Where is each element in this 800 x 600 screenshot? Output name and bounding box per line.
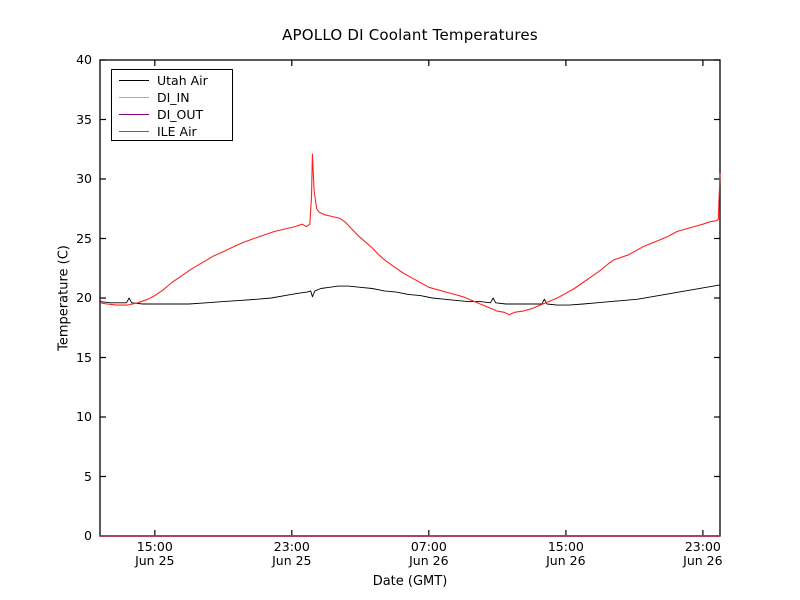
y-tick-label: 30 bbox=[76, 171, 92, 186]
x-tick-time: 23:00 bbox=[273, 539, 310, 554]
legend-entry-utah-air: Utah Air bbox=[119, 72, 232, 89]
y-tick-label: 35 bbox=[76, 111, 92, 127]
x-tick-date: Jun 26 bbox=[683, 553, 723, 568]
x-tick-label: 23:00 Jun 25 bbox=[247, 540, 337, 568]
x-tick-time: 15:00 bbox=[547, 539, 584, 554]
legend-entry-ile-air: ILE Air bbox=[119, 123, 232, 140]
y-tick-label: 5 bbox=[84, 468, 92, 484]
legend-line-utah-air bbox=[119, 79, 149, 82]
legend-label-ile-air: ILE Air bbox=[157, 124, 197, 139]
legend-entry-di-in: DI_IN bbox=[119, 89, 232, 106]
legend-entry-di-out: DI_OUT bbox=[119, 106, 232, 123]
chart-title: APOLLO DI Coolant Temperatures bbox=[282, 26, 538, 44]
y-tick-label: 20 bbox=[76, 290, 92, 305]
legend-label-di-in: DI_IN bbox=[157, 90, 190, 105]
x-tick-date: Jun 26 bbox=[546, 553, 586, 568]
x-tick-date: Jun 26 bbox=[409, 553, 449, 568]
x-tick-time: 15:00 bbox=[136, 539, 173, 554]
y-tick-label: 15 bbox=[76, 349, 92, 365]
x-tick-date: Jun 25 bbox=[272, 553, 312, 568]
series-utah-air bbox=[99, 284, 721, 306]
legend-line-di-in bbox=[119, 96, 149, 99]
y-tick-label: 0 bbox=[84, 528, 92, 543]
x-tick-time: 23:00 bbox=[684, 539, 721, 554]
legend: Utah Air DI_IN DI_OUT ILE Air bbox=[111, 69, 233, 141]
x-tick-label: 15:00 Jun 26 bbox=[521, 540, 611, 568]
series-ile-air bbox=[99, 153, 721, 316]
y-tick-label: 10 bbox=[76, 409, 92, 424]
y-tick-label: 25 bbox=[76, 230, 92, 246]
x-tick-label: 07:00 Jun 26 bbox=[384, 540, 474, 568]
legend-label-utah-air: Utah Air bbox=[157, 73, 208, 88]
legend-label-di-out: DI_OUT bbox=[157, 107, 204, 122]
x-axis-label: Date (GMT) bbox=[372, 574, 448, 589]
x-tick-label: 15:00 Jun 25 bbox=[110, 540, 200, 568]
y-tick-label: 40 bbox=[76, 52, 92, 67]
legend-line-ile-air bbox=[119, 130, 149, 133]
x-tick-date: Jun 25 bbox=[135, 553, 175, 568]
x-tick-label: 23:00 Jun 26 bbox=[658, 540, 748, 568]
x-tick-time: 07:00 bbox=[410, 539, 447, 554]
legend-line-di-out bbox=[119, 113, 149, 116]
